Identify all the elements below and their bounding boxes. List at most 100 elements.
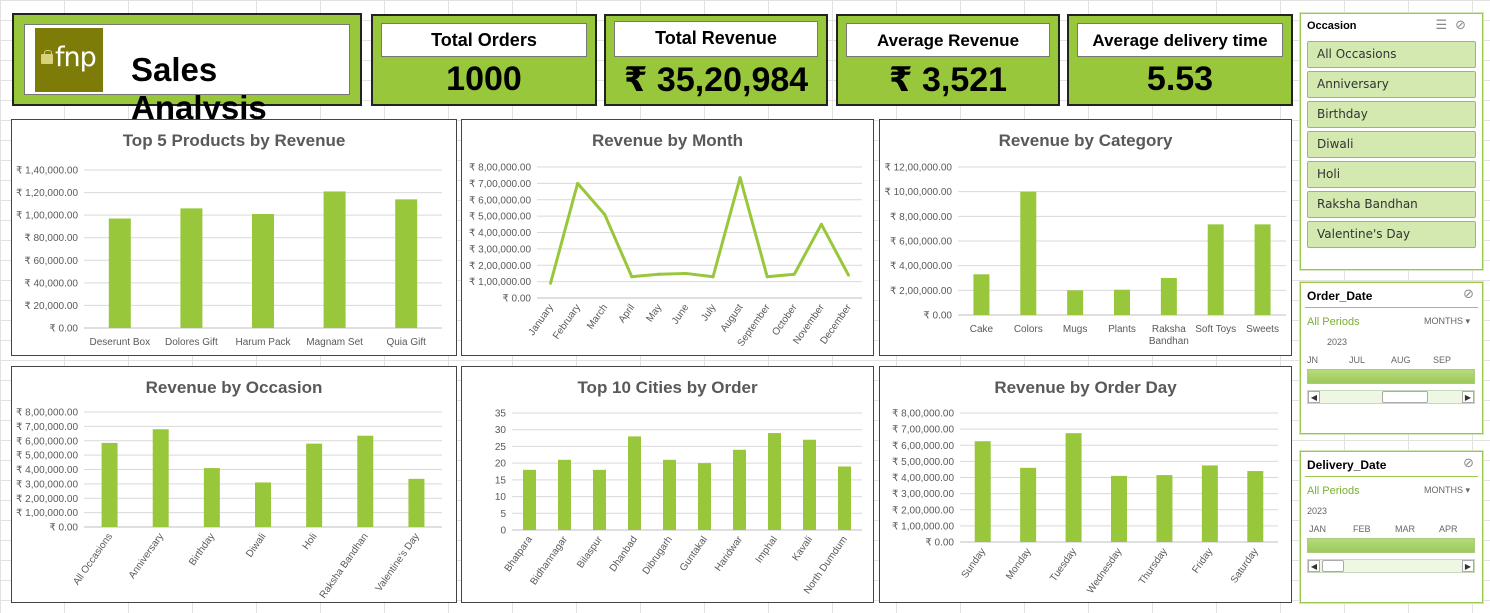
line-point[interactable] xyxy=(711,275,715,279)
chart-revenue-by-day: Revenue by Order Day ₹ 0.00 ₹ 1,00,000.00 ₹… xyxy=(879,366,1292,603)
bar[interactable] xyxy=(663,459,676,530)
bar[interactable] xyxy=(1156,475,1173,542)
clear-filter-icon[interactable]: ⊘ xyxy=(1463,455,1474,470)
bar[interactable] xyxy=(733,449,746,530)
slicer-item[interactable]: All Occasions xyxy=(1307,41,1476,68)
bar[interactable] xyxy=(1111,475,1127,542)
scroll-left-icon[interactable]: ◀ xyxy=(1308,391,1320,403)
line-point[interactable] xyxy=(576,181,580,185)
bar[interactable] xyxy=(323,191,346,328)
line-point[interactable] xyxy=(738,176,742,180)
bar[interactable] xyxy=(1254,224,1271,315)
x-tick-label: Soft Toys xyxy=(1195,324,1236,335)
clear-filter-icon[interactable]: ⊘ xyxy=(1455,17,1474,32)
chart-svg: Revenue by Order Day ₹ 0.00 ₹ 1,00,000.00 ₹… xyxy=(892,378,1278,596)
bar[interactable] xyxy=(973,274,990,315)
y-tick-label: ₹ 6,00,000.00 xyxy=(890,237,952,248)
slicer-item[interactable]: Diwali xyxy=(1307,131,1476,158)
bar[interactable] xyxy=(1020,191,1037,315)
y-tick-label: ₹ 3,00,000.00 xyxy=(16,479,78,490)
bar[interactable] xyxy=(974,441,991,542)
timeline-scrollbar[interactable]: ◀ ▶ xyxy=(1307,559,1475,573)
header-card: fnp Sales Analysis xyxy=(12,13,362,126)
timeline-level-dropdown[interactable]: MONTHS ▾ xyxy=(1424,316,1470,327)
x-tick-label: June xyxy=(670,302,692,326)
x-tick-label: Sweets xyxy=(1246,324,1279,335)
scroll-right-icon[interactable]: ▶ xyxy=(1462,391,1474,403)
slicer-item[interactable]: Birthday xyxy=(1307,101,1476,128)
bar[interactable] xyxy=(180,208,203,328)
line-point[interactable] xyxy=(819,222,823,226)
slicer-item[interactable]: Anniversary xyxy=(1307,71,1476,98)
bar[interactable] xyxy=(628,436,641,530)
bar[interactable] xyxy=(108,218,131,328)
bar[interactable] xyxy=(357,435,374,527)
chart-revenue-by-category: Revenue by Category ₹ 0.00 ₹ 2,00,000.00 ₹ … xyxy=(879,119,1292,356)
bar[interactable] xyxy=(101,442,118,527)
bar[interactable] xyxy=(1201,465,1218,542)
bar[interactable] xyxy=(1207,224,1224,315)
scroll-right-icon[interactable]: ▶ xyxy=(1462,560,1474,572)
bar[interactable] xyxy=(1114,289,1130,315)
bar[interactable] xyxy=(838,466,851,530)
bar[interactable] xyxy=(803,439,816,530)
bar[interactable] xyxy=(395,199,418,328)
chart-title: Revenue by Category xyxy=(999,131,1173,150)
bar[interactable] xyxy=(203,468,220,527)
line-point[interactable] xyxy=(765,275,769,279)
line-point[interactable] xyxy=(846,273,850,277)
chevron-down-icon: ▾ xyxy=(1465,485,1470,495)
timeline-bar[interactable] xyxy=(1307,538,1475,553)
bar[interactable] xyxy=(1020,467,1037,542)
x-tick-label: January xyxy=(527,302,556,337)
kpi-label: Average Revenue xyxy=(846,23,1050,57)
bar[interactable] xyxy=(593,469,606,530)
slicer-item[interactable]: Holi xyxy=(1307,161,1476,188)
x-tick-label: Birthday xyxy=(187,531,217,567)
y-tick-label: ₹ 2,00,000.00 xyxy=(890,286,952,297)
line-point[interactable] xyxy=(549,281,553,285)
line-point[interactable] xyxy=(657,272,661,276)
bar[interactable] xyxy=(523,469,536,530)
y-tick-label: ₹ 8,00,000.00 xyxy=(469,163,531,174)
y-tick-label: ₹ 1,00,000.00 xyxy=(16,211,78,222)
scroll-thumb[interactable] xyxy=(1322,560,1344,572)
occasion-slicer: Occasion ☰⊘ All Occasions Anniversary Bi… xyxy=(1300,13,1483,270)
timeline-bar[interactable] xyxy=(1307,369,1475,384)
x-tick-label: Monday xyxy=(1004,546,1033,581)
timeline-scrollbar[interactable]: ◀ ▶ xyxy=(1307,390,1475,404)
bar[interactable] xyxy=(1160,278,1177,315)
y-tick-label: 0 xyxy=(500,526,506,537)
chart-revenue-by-month: Revenue by Month ₹ 0.00 ₹ 1,00,000.00 ₹ 2,0… xyxy=(461,119,874,356)
x-tick-label: Anniversary xyxy=(127,531,166,581)
line-point[interactable] xyxy=(630,275,634,279)
kpi-value: ₹ 3,521 xyxy=(888,61,1008,99)
line-point[interactable] xyxy=(684,271,688,275)
bar[interactable] xyxy=(255,482,271,527)
multi-select-icon[interactable]: ☰ xyxy=(1435,17,1456,32)
bar[interactable] xyxy=(306,443,323,527)
bar[interactable] xyxy=(1247,471,1264,542)
bar[interactable] xyxy=(698,463,711,530)
timeline-level-dropdown[interactable]: MONTHS ▾ xyxy=(1424,485,1470,496)
y-tick-label: ₹ 20,000.00 xyxy=(24,301,78,312)
line-point[interactable] xyxy=(792,272,796,276)
chart-title: Revenue by Order Day xyxy=(994,378,1177,397)
bar[interactable] xyxy=(1065,433,1082,542)
slicer-item[interactable]: Raksha Bandhan xyxy=(1307,191,1476,218)
x-tick-label: Haridwar xyxy=(713,534,745,574)
bar[interactable] xyxy=(408,478,425,527)
series-line[interactable] xyxy=(549,176,850,284)
scroll-thumb[interactable] xyxy=(1382,391,1428,403)
bar[interactable] xyxy=(152,429,169,527)
x-tick-label: Holi xyxy=(301,531,320,551)
line-point[interactable] xyxy=(603,212,607,216)
scroll-left-icon[interactable]: ◀ xyxy=(1308,560,1320,572)
bar[interactable] xyxy=(558,459,571,530)
clear-filter-icon[interactable]: ⊘ xyxy=(1463,286,1474,301)
bar[interactable] xyxy=(1067,290,1084,315)
bar[interactable] xyxy=(252,214,274,328)
slicer-item[interactable]: Valentine's Day xyxy=(1307,221,1476,248)
bar[interactable] xyxy=(768,433,781,530)
chart-svg: Revenue by Occasion ₹ 0.00 ₹ 1,00,000.00 ₹ … xyxy=(16,378,442,601)
